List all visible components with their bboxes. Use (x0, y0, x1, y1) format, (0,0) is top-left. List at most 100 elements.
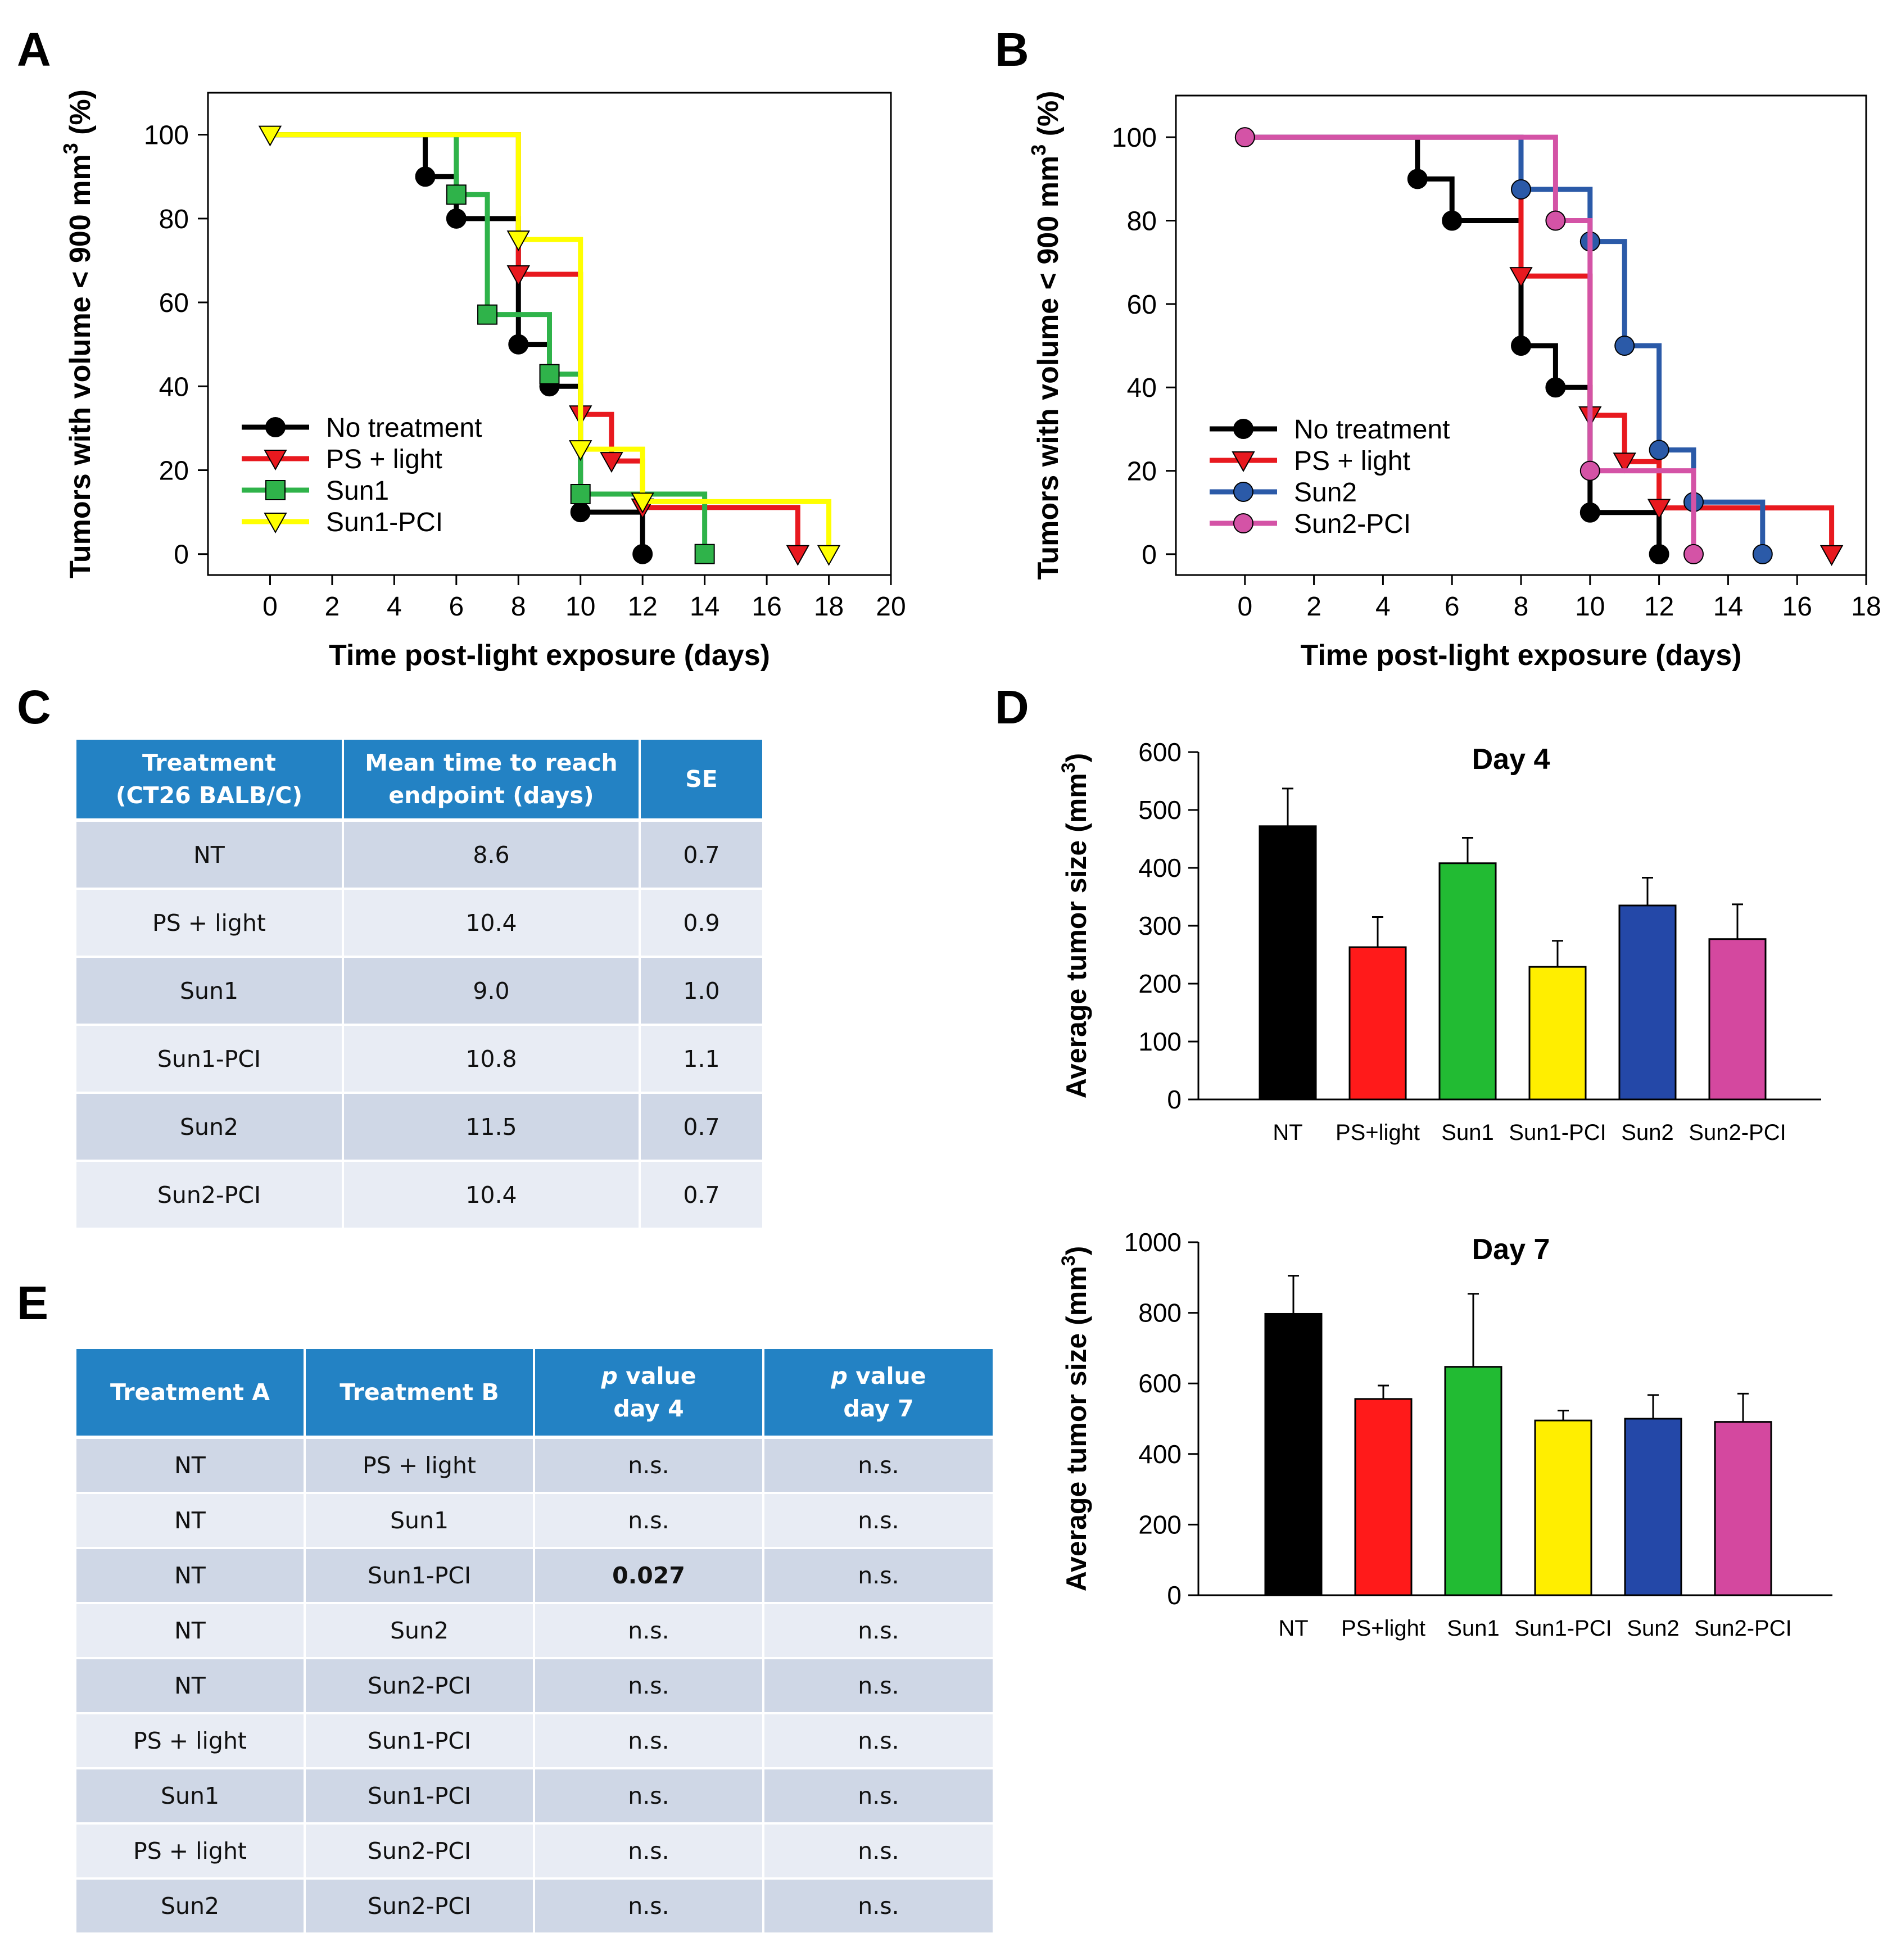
x-tick-label: Sun2 (1627, 1616, 1679, 1641)
pvalue-table-cell: Sun1-PCI (306, 1714, 535, 1769)
endpoint-table: Treatment (CT26 BALB/C) Mean time to reac… (76, 740, 762, 1230)
pvalue-table-cell: n.s. (764, 1880, 993, 1935)
pvalue-table: Treatment A Treatment B p value day 4 p v… (76, 1349, 993, 1935)
y-axis-label: Average tumor size (mm3) (1058, 753, 1092, 1098)
x-tick-label: PS+light (1341, 1616, 1425, 1641)
y-tick-label: 400 (1138, 1440, 1182, 1469)
endpoint-table-cell: 10.4 (344, 1162, 641, 1230)
legend-marker (264, 450, 287, 471)
x-tick-label: 12 (1644, 592, 1674, 622)
pvalue-table-cell: n.s. (764, 1769, 993, 1825)
series-point (1511, 179, 1531, 200)
pvalue-table-cell: n.s. (764, 1494, 993, 1549)
bar-group-sun2-pci: Sun2-PCI (1694, 1392, 1792, 1641)
y-tick-label: 0 (1167, 1581, 1182, 1610)
pvalue-table-row: NT Sun1 n.s. n.s. (76, 1494, 993, 1549)
header-se: SE (641, 740, 762, 822)
x-tick-label: 20 (876, 592, 906, 622)
legend-marker (1233, 482, 1253, 502)
endpoint-table-row: NT 8.6 0.7 (76, 822, 762, 890)
endpoint-table-cell: 11.5 (344, 1094, 641, 1162)
series-point (1407, 169, 1428, 189)
series-point (258, 125, 282, 147)
legend-label: Sun1 (326, 476, 389, 506)
series-point (1649, 440, 1669, 460)
endpoint-table-cell: PS + light (76, 890, 344, 958)
series-point (539, 364, 560, 384)
pvalue-table-cell: 0.027 (535, 1549, 764, 1604)
pvalue-table-cell: n.s. (764, 1825, 993, 1880)
legend-label: Sun2 (1294, 478, 1357, 508)
y-tick-label: 600 (1138, 1369, 1182, 1398)
endpoint-table-row: Sun2 11.5 0.7 (76, 1094, 762, 1162)
pvalue-table-row: PS + light Sun1-PCI n.s. n.s. (76, 1714, 993, 1769)
header-mean-time: Mean time to reach endpoint (days) (344, 740, 641, 822)
series-sun1 (270, 132, 715, 564)
series-point (1442, 210, 1463, 231)
series-point (1511, 336, 1531, 356)
pvalue-table-cell: n.s. (535, 1604, 764, 1659)
series-point (631, 492, 654, 514)
bar-chart-day4: 0 100 200 300 400 500 600 Day 4 Average tumor si… (1058, 737, 1821, 1145)
bar (1618, 904, 1677, 1101)
x-tick-label: Sun1 (1441, 1120, 1493, 1145)
x-tick-label: 16 (752, 592, 781, 622)
endpoint-table-cell: Sun2-PCI (76, 1162, 344, 1230)
y-tick-label: 200 (1138, 969, 1182, 998)
series-point (1579, 460, 1600, 481)
y-tick-label: 500 (1138, 795, 1182, 825)
panel-label-c: C (17, 681, 51, 734)
x-tick-label: 8 (1514, 592, 1529, 622)
series-point (508, 334, 529, 355)
x-tick-label: 8 (511, 592, 526, 622)
header-treatment-a: Treatment A (76, 1349, 306, 1439)
pvalue-table-cell: n.s. (535, 1825, 764, 1880)
bar (1708, 938, 1767, 1101)
header-p-day7: p value day 7 (764, 1349, 993, 1439)
pvalue-table-cell: NT (76, 1659, 306, 1714)
bar-group-sun1: Sun1 (1444, 1293, 1502, 1641)
series-point (569, 440, 592, 461)
x-tick-label: 10 (565, 592, 595, 622)
pvalue-table-cell: n.s. (764, 1659, 993, 1714)
pvalue-table-cell: Sun1 (306, 1494, 535, 1549)
x-tick-label: Sun1 (1447, 1616, 1499, 1641)
x-tick-label: 18 (1851, 592, 1881, 622)
bar-chart-day7: 0 200 400 600 800 1000 Day 7 Average tumor size… (1058, 1228, 1832, 1641)
bar (1438, 862, 1497, 1101)
chart-title: Day 4 (1472, 743, 1550, 776)
x-tick-label: Sun1-PCI (1509, 1120, 1606, 1145)
panel-label-d: D (995, 681, 1029, 734)
y-tick-label: 20 (159, 456, 189, 486)
panel-label-b: B (995, 23, 1029, 76)
bar-group-sun1: Sun1 (1438, 836, 1497, 1145)
survival-chart-a: 0 2 4 6 8 10 12 14 16 18 20 0 20 40 60 80 100 Time post-l… (59, 89, 906, 672)
legend-label: Sun2-PCI (1294, 509, 1411, 539)
x-axis-label: Time post-light exposure (days) (329, 639, 770, 672)
pvalue-table-row: NT Sun2 n.s. n.s. (76, 1604, 993, 1659)
pvalue-table-cell: NT (76, 1494, 306, 1549)
y-tick-label: 0 (174, 540, 189, 570)
series-point (1614, 336, 1635, 356)
y-tick-label: 40 (1127, 373, 1157, 403)
pvalue-table-header: Treatment A Treatment B p value day 4 p v… (76, 1349, 993, 1439)
y-tick-label: 20 (1127, 457, 1157, 487)
endpoint-table-row: Sun2-PCI 10.4 0.7 (76, 1162, 762, 1230)
y-tick-label: 100 (1138, 1027, 1182, 1056)
x-tick-label: 2 (1306, 592, 1321, 622)
series-point (1613, 452, 1636, 474)
pvalue-table-cell: PS + light (76, 1825, 306, 1880)
series-point (1234, 127, 1255, 148)
pvalue-table-cell: Sun2-PCI (306, 1659, 535, 1714)
y-axis-label: Tumors with volume < 900 mm3 (%) (59, 89, 97, 578)
pvalue-table-cell: n.s. (764, 1604, 993, 1659)
series-ps-light (1244, 134, 1844, 566)
pvalue-table-cell: Sun1-PCI (306, 1769, 535, 1825)
bar (1259, 825, 1317, 1101)
x-tick-label: 18 (814, 592, 844, 622)
pvalue-table-cell: NT (76, 1439, 306, 1494)
legend-marker (265, 480, 286, 500)
endpoint-table-row: Sun1-PCI 10.8 1.1 (76, 1026, 762, 1094)
pvalue-table-row: Sun2 Sun2-PCI n.s. n.s. (76, 1880, 993, 1935)
bar (1534, 1419, 1592, 1596)
